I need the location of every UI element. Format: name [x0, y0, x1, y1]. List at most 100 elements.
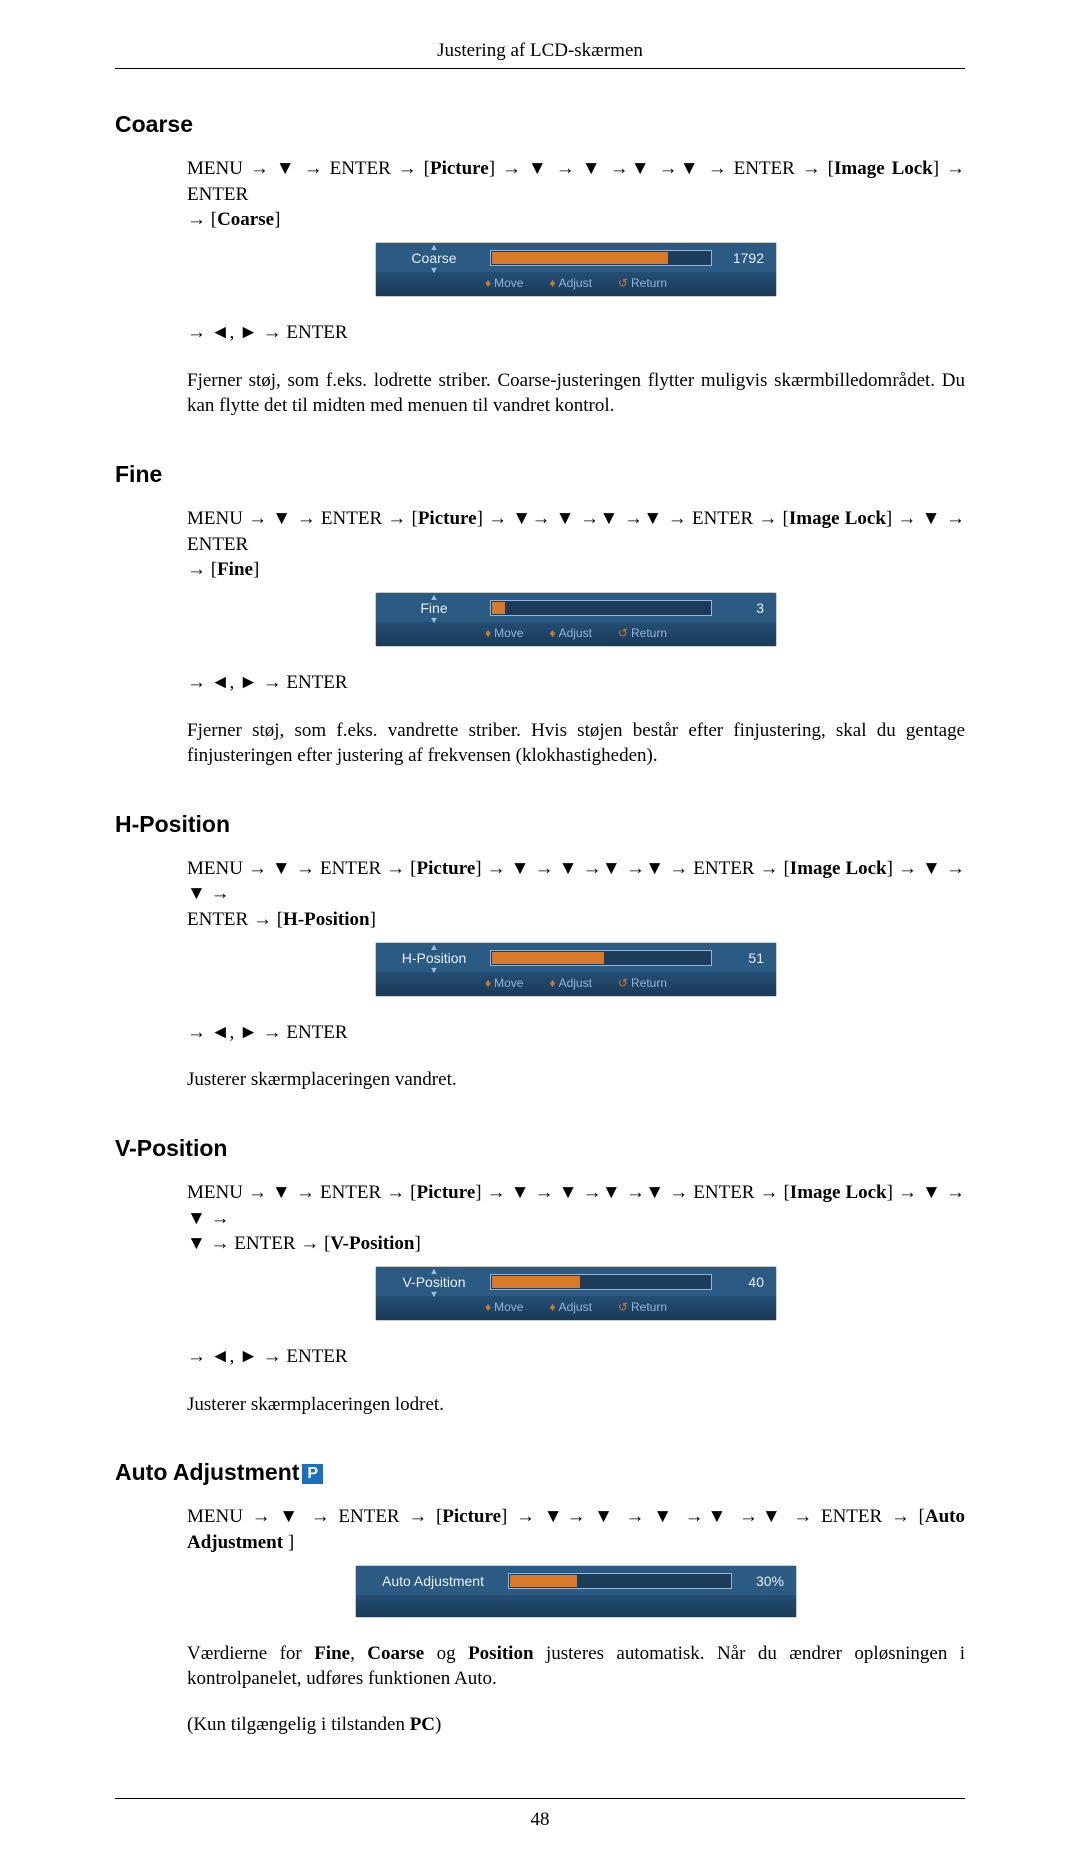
heading-vpos: V-Position — [115, 1135, 965, 1162]
nav-bold-imagelock: Image Lock — [834, 158, 933, 179]
page: Justering af LCD-skærmen Coarse MENU → ▼… — [0, 0, 1080, 1861]
osd-hint-return: ↺Return — [618, 1299, 667, 1315]
nav-text: → [ — [187, 209, 217, 230]
osd-panel: Auto Adjustment 30% — [356, 1566, 796, 1617]
nav-text: ] → ▼→ ▼ → ▼ →▼ →▼ → ENTER → [ — [501, 1506, 925, 1527]
hint-text: Return — [631, 976, 667, 990]
nav-text: ] — [274, 209, 280, 230]
osd-hints — [356, 1595, 796, 1617]
heading-auto: Auto AdjustmentP — [115, 1459, 965, 1486]
section-coarse: MENU → ▼ → ENTER → [Picture] → ▼ → ▼ →▼ … — [187, 156, 965, 419]
osd-hint-move: ♦Move — [485, 1299, 523, 1315]
osd-row-main: ▲Fine▼ 3 — [376, 593, 776, 622]
header-rule — [115, 68, 965, 69]
body-text: Justerer skærmplaceringen vandret. — [187, 1067, 965, 1093]
body-text-auto-2: (Kun tilgængelig i tilstanden PC) — [187, 1712, 965, 1738]
nav-path-hpos: MENU → ▼ → ENTER → [Picture] → ▼ → ▼ →▼ … — [187, 856, 965, 933]
t: og — [424, 1643, 468, 1664]
osd-vpos: ▲V-Position▼ 40 ♦Move ♦Adjust ↺Return — [187, 1267, 965, 1320]
section-vpos: MENU → ▼ → ENTER → [Picture] → ▼ → ▼ →▼ … — [187, 1180, 965, 1417]
t: Værdierne for — [187, 1643, 314, 1664]
osd-value: 3 — [722, 599, 764, 618]
osd-hint-move: ♦Move — [485, 975, 523, 991]
down-icon: ▼ — [430, 264, 439, 276]
hint-text: Adjust — [559, 1300, 592, 1314]
t: , — [350, 1643, 367, 1664]
osd-slider-fill — [492, 1276, 580, 1288]
hint-text: Adjust — [559, 276, 592, 290]
body-text: Justerer skærmplaceringen lodret. — [187, 1392, 965, 1418]
nav-text: ] — [414, 1233, 420, 1254]
heading-fine: Fine — [115, 461, 965, 488]
osd-hint-return: ↺Return — [618, 625, 667, 641]
up-icon: ▲ — [430, 591, 439, 603]
osd-slider-fill — [510, 1575, 577, 1587]
content-area: Justering af LCD-skærmen Coarse MENU → ▼… — [115, 40, 965, 1831]
osd-slider-fill — [492, 602, 505, 614]
body-text: Fjerner støj, som f.eks. vandrette strib… — [187, 718, 965, 769]
hint-text: Return — [631, 626, 667, 640]
up-icon: ▲ — [430, 241, 439, 253]
nav-path-fine: MENU → ▼ → ENTER → [Picture] → ▼→ ▼ →▼ →… — [187, 506, 965, 583]
nav-text: ▼ → ENTER → [ — [187, 1233, 330, 1254]
osd-slider — [508, 1573, 732, 1589]
nav-text: → [ — [187, 559, 217, 580]
nav-text: ] — [288, 1532, 294, 1553]
osd-value: 30% — [742, 1572, 784, 1591]
hint-text: Move — [494, 1300, 523, 1314]
nav-bold-picture: Picture — [442, 1506, 501, 1527]
b: Coarse — [367, 1643, 424, 1664]
osd-hint-return: ↺Return — [618, 975, 667, 991]
osd-slider — [490, 600, 712, 616]
down-icon: ▼ — [430, 614, 439, 626]
hint-text: Return — [631, 1300, 667, 1314]
nav-text: MENU → ▼ → ENTER → [ — [187, 1506, 442, 1527]
nav-bold-imagelock: Image Lock — [790, 858, 887, 879]
nav-text: MENU → ▼ → ENTER → [ — [187, 158, 430, 179]
heading-badge-p: P — [302, 1464, 323, 1484]
t: ) — [435, 1714, 441, 1735]
osd-panel: ▲V-Position▼ 40 ♦Move ♦Adjust ↺Return — [376, 1267, 776, 1320]
nav-path-vpos: MENU → ▼ → ENTER → [Picture] → ▼ → ▼ →▼ … — [187, 1180, 965, 1257]
nav-text: ENTER → [ — [187, 909, 283, 930]
osd-hint-move: ♦Move — [485, 275, 523, 291]
osd-row-main: ▲V-Position▼ 40 — [376, 1267, 776, 1296]
nav-bold-coarse: Coarse — [217, 209, 274, 230]
hint-text: Move — [494, 626, 523, 640]
osd-hint-return: ↺Return — [618, 275, 667, 291]
osd-label: ▲Fine▼ — [388, 599, 480, 618]
body-text: Fjerner støj, som f.eks. lodrette stribe… — [187, 368, 965, 419]
post-enter: → ◄, ► → ENTER — [187, 1020, 965, 1046]
nav-text: ] → ▼ → ▼ →▼ →▼ → ENTER → [ — [475, 1182, 790, 1203]
nav-bold-picture: Picture — [430, 158, 489, 179]
nav-text: ] → ▼ → ▼ →▼ →▼ → ENTER → [ — [489, 158, 834, 179]
nav-bold-imagelock: Image Lock — [790, 1182, 887, 1203]
up-icon: ▲ — [430, 941, 439, 953]
nav-bold-picture: Picture — [417, 858, 476, 879]
footer-rule — [115, 1798, 965, 1799]
section-fine: MENU → ▼ → ENTER → [Picture] → ▼→ ▼ →▼ →… — [187, 506, 965, 769]
osd-label: ▲V-Position▼ — [388, 1273, 480, 1292]
osd-label: ▲Coarse▼ — [388, 249, 480, 268]
osd-hint-adjust: ♦Adjust — [549, 275, 591, 291]
nav-bold-fine: Fine — [217, 559, 253, 580]
page-number: 48 — [115, 1809, 965, 1831]
osd-fine: ▲Fine▼ 3 ♦Move ♦Adjust ↺Return — [187, 593, 965, 646]
osd-auto: Auto Adjustment 30% — [187, 1566, 965, 1617]
heading-auto-text: Auto Adjustment — [115, 1459, 299, 1485]
osd-slider-fill — [492, 952, 604, 964]
nav-path-auto: MENU → ▼ → ENTER → [Picture] → ▼→ ▼ → ▼ … — [187, 1504, 965, 1555]
hint-text: Adjust — [559, 626, 592, 640]
osd-hint-adjust: ♦Adjust — [549, 1299, 591, 1315]
section-hpos: MENU → ▼ → ENTER → [Picture] → ▼ → ▼ →▼ … — [187, 856, 965, 1093]
nav-text: MENU → ▼ → ENTER → [ — [187, 858, 417, 879]
osd-slider — [490, 1274, 712, 1290]
b: Position — [468, 1643, 533, 1664]
osd-slider — [490, 250, 712, 266]
osd-hint-adjust: ♦Adjust — [549, 975, 591, 991]
osd-panel: ▲H-Position▼ 51 ♦Move ♦Adjust ↺Return — [376, 943, 776, 996]
nav-text: ] — [370, 909, 376, 930]
nav-path-coarse: MENU → ▼ → ENTER → [Picture] → ▼ → ▼ →▼ … — [187, 156, 965, 233]
hint-text: Adjust — [559, 976, 592, 990]
osd-hpos: ▲H-Position▼ 51 ♦Move ♦Adjust ↺Return — [187, 943, 965, 996]
